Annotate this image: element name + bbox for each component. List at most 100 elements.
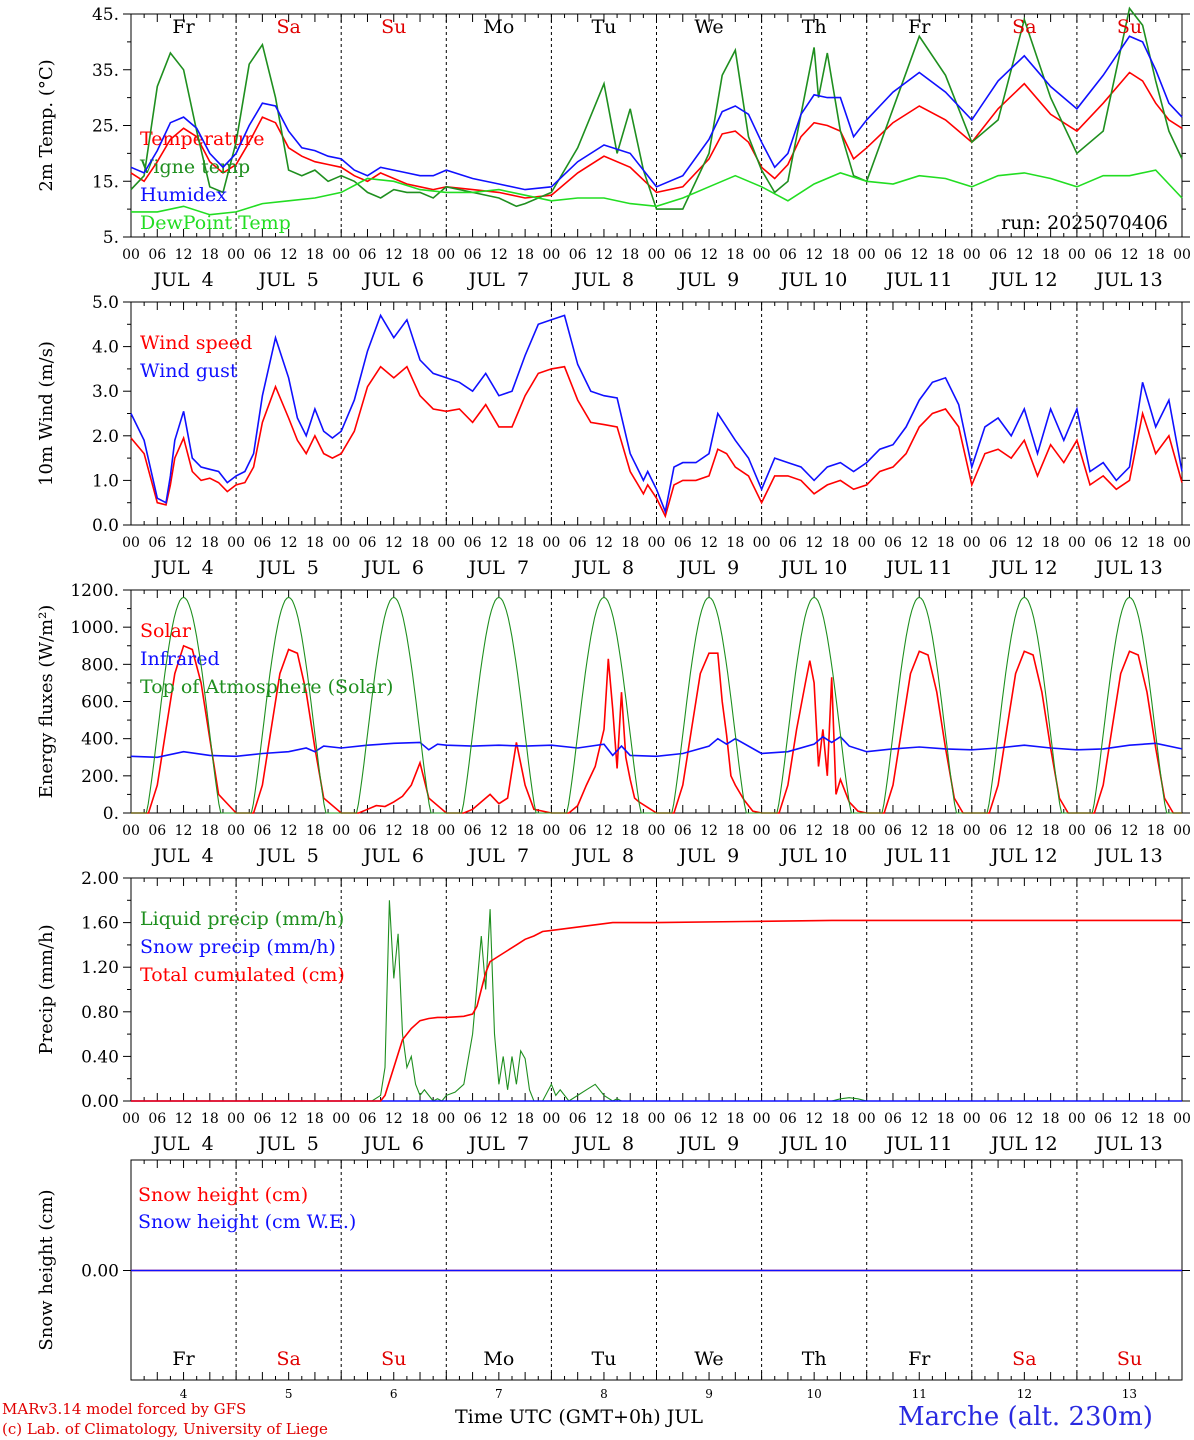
hour-label: 12 — [595, 823, 613, 839]
weekday-label: Sa — [276, 16, 300, 38]
hour-label: 18 — [1147, 247, 1165, 263]
legend-entry: Snow precip (mm/h) — [140, 936, 336, 958]
day-label: JUL 5 — [256, 845, 318, 867]
day-label: JUL 8 — [572, 269, 634, 291]
day-number: 9 — [705, 1387, 713, 1401]
hour-label: 12 — [805, 1111, 823, 1127]
hour-label: 00 — [963, 247, 981, 263]
hour-label: 18 — [306, 823, 324, 839]
hour-label: 18 — [306, 1111, 324, 1127]
hour-label: 00 — [332, 1111, 350, 1127]
y-tick-label: 400. — [81, 730, 119, 750]
hour-label: 06 — [253, 823, 271, 839]
hour-label: 00 — [963, 1111, 981, 1127]
legend-entry: Solar — [140, 620, 192, 642]
hour-label: 00 — [648, 823, 666, 839]
hour-label: 12 — [280, 247, 298, 263]
hour-label: 00 — [1173, 247, 1191, 263]
hour-label: 00 — [963, 535, 981, 551]
hour-label: 06 — [253, 247, 271, 263]
day-number: 8 — [600, 1387, 608, 1401]
hour-label: 00 — [648, 1111, 666, 1127]
hour-label: 12 — [910, 1111, 928, 1127]
hour-label: 18 — [937, 247, 955, 263]
legend-entry: Top of Atmosphere (Solar) — [140, 676, 393, 698]
day-label: JUL 8 — [572, 557, 634, 579]
hour-label: 06 — [253, 1111, 271, 1127]
hour-label: 00 — [1173, 823, 1191, 839]
hour-label: 00 — [437, 535, 455, 551]
day-label: JUL 7 — [467, 269, 529, 291]
hour-label: 12 — [1015, 247, 1033, 263]
hour-label: 00 — [332, 823, 350, 839]
weekday-label: Tu — [591, 1348, 616, 1370]
hour-label: 00 — [122, 1111, 140, 1127]
hour-label: 12 — [910, 247, 928, 263]
day-number: 7 — [495, 1387, 503, 1401]
credit-model: MARv3.14 model forced by GFS — [2, 1400, 247, 1418]
day-label: JUL 6 — [362, 845, 424, 867]
y-tick-label: 4.0 — [92, 338, 119, 358]
hour-label: 06 — [359, 1111, 377, 1127]
hour-label: 18 — [832, 535, 850, 551]
hour-label: 18 — [1147, 535, 1165, 551]
hour-label: 06 — [674, 535, 692, 551]
hour-label: 00 — [858, 1111, 876, 1127]
hour-label: 12 — [910, 823, 928, 839]
legend-entry: Liquid precip (mm/h) — [140, 908, 344, 930]
y-tick-label: 5.0 — [92, 293, 119, 313]
hour-label: 12 — [490, 1111, 508, 1127]
hour-label: 18 — [1042, 247, 1060, 263]
hour-label: 12 — [805, 247, 823, 263]
hour-label: 00 — [542, 535, 560, 551]
weekday-label: Tu — [591, 16, 616, 38]
hour-label: 00 — [332, 247, 350, 263]
day-label: JUL 10 — [779, 1133, 847, 1155]
hour-label: 12 — [910, 535, 928, 551]
hour-label: 06 — [464, 823, 482, 839]
hour-label: 12 — [175, 247, 193, 263]
hour-label: 06 — [359, 247, 377, 263]
hour-label: 12 — [1121, 823, 1139, 839]
hour-label: 06 — [569, 535, 587, 551]
y-tick-label: 1.60 — [81, 914, 119, 934]
hour-label: 06 — [464, 247, 482, 263]
hour-label: 00 — [753, 1111, 771, 1127]
y-tick-label: 0. — [103, 804, 119, 824]
hour-label: 12 — [490, 535, 508, 551]
hour-label: 06 — [884, 247, 902, 263]
legend-entry: Total cumulated (cm) — [140, 964, 345, 986]
hour-label: 00 — [963, 823, 981, 839]
day-label: JUL 7 — [467, 845, 529, 867]
hour-label: 12 — [490, 247, 508, 263]
hour-label: 12 — [385, 823, 403, 839]
weekday-label: Mo — [483, 1348, 514, 1370]
y-tick-label: 0.00 — [81, 1262, 119, 1282]
day-label: JUL 13 — [1094, 1133, 1162, 1155]
hour-label: 00 — [753, 247, 771, 263]
y-tick-label: 0.00 — [81, 1092, 119, 1112]
day-label: JUL 10 — [779, 557, 847, 579]
hour-label: 06 — [1094, 247, 1112, 263]
hour-label: 18 — [832, 247, 850, 263]
hour-label: 06 — [779, 1111, 797, 1127]
hour-label: 00 — [227, 1111, 245, 1127]
hour-label: 00 — [1068, 823, 1086, 839]
hour-label: 12 — [700, 247, 718, 263]
day-label: JUL 7 — [467, 1133, 529, 1155]
y-tick-label: 0.80 — [81, 1003, 119, 1023]
legend-entry: Snow height (cm) — [138, 1184, 308, 1206]
day-label: JUL 9 — [677, 1133, 739, 1155]
hour-label: 18 — [1147, 823, 1165, 839]
day-label: JUL 5 — [256, 1133, 318, 1155]
series-line-top-of-atmosphere-solar- — [131, 596, 1182, 814]
day-label: JUL 10 — [779, 845, 847, 867]
hour-label: 06 — [989, 535, 1007, 551]
series-line-liquid-precip-mm-h- — [131, 900, 1182, 1102]
hour-label: 18 — [726, 535, 744, 551]
weekday-label: Fr — [908, 1348, 931, 1370]
hour-label: 18 — [516, 535, 534, 551]
weekday-label: Su — [1117, 1348, 1142, 1370]
y-tick-label: 1200. — [70, 581, 119, 601]
weekday-label: Su — [381, 1348, 406, 1370]
